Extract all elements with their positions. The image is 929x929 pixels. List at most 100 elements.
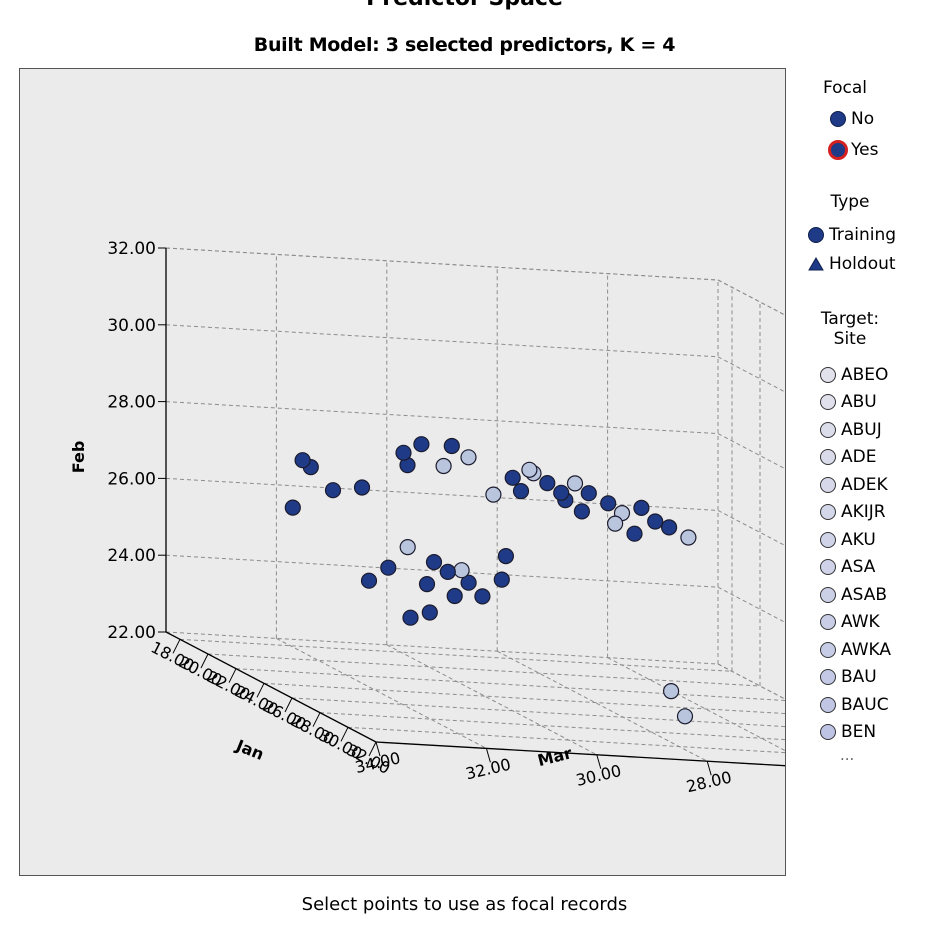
data-point[interactable] — [324, 482, 342, 499]
y-tick-label: 26.00 — [107, 469, 156, 489]
data-point[interactable] — [460, 574, 477, 591]
legend-more: ... — [840, 746, 855, 764]
legend-label: ABEO — [841, 364, 889, 385]
data-point[interactable] — [439, 563, 456, 580]
data-point[interactable] — [453, 562, 470, 579]
legend-item-target[interactable]: AKU — [817, 526, 929, 554]
data-point[interactable] — [353, 479, 371, 496]
x-tick — [256, 683, 265, 698]
y-tick-label: 32.00 — [107, 239, 156, 259]
legend-item-target[interactable]: ASA — [817, 554, 929, 582]
legend-target-title: Target: Site — [800, 309, 900, 349]
x-tick — [200, 653, 209, 669]
circle-icon — [817, 446, 839, 468]
grid-line — [165, 631, 719, 665]
grid-line — [347, 726, 785, 754]
data-point[interactable] — [485, 486, 502, 503]
data-point[interactable] — [660, 519, 678, 536]
x-tick — [340, 727, 349, 742]
legend-target-title-line1: Target: — [820, 309, 880, 329]
legend-label: BAUC — [841, 694, 889, 715]
data-point[interactable] — [446, 587, 463, 605]
legend-item-target[interactable]: ADEK — [817, 471, 929, 499]
circle-icon — [817, 666, 839, 688]
data-point[interactable] — [435, 457, 452, 475]
legend-target-list: ABEO ABU ABUJ ADE ADEK AKIJR AKU ASA ASAB AWK AWKA… — [817, 361, 929, 746]
grid-line — [165, 477, 719, 511]
data-point[interactable] — [425, 554, 443, 571]
data-point[interactable] — [647, 513, 664, 530]
x-tick — [368, 741, 377, 757]
data-point[interactable] — [633, 499, 650, 516]
data-point[interactable] — [566, 475, 584, 492]
data-point[interactable] — [662, 682, 680, 700]
x-tick — [312, 712, 321, 727]
data-point[interactable] — [493, 571, 510, 588]
legend-item-target[interactable]: BEN — [817, 719, 929, 747]
data-points[interactable] — [284, 436, 697, 725]
data-point[interactable] — [553, 484, 570, 501]
data-point[interactable] — [294, 452, 311, 469]
x-tick — [228, 668, 237, 683]
data-point[interactable] — [380, 559, 397, 576]
legend-label: BEN — [841, 722, 877, 743]
data-point[interactable] — [521, 461, 538, 478]
data-point[interactable] — [606, 515, 624, 532]
data-point[interactable] — [504, 469, 521, 486]
data-point[interactable] — [600, 495, 617, 512]
legend-item-target[interactable]: BAU — [817, 664, 929, 692]
legend-item-target[interactable]: ASAB — [817, 581, 929, 609]
grid-line — [207, 653, 761, 687]
scatter-3d-plot[interactable]: 22.0024.0026.0028.0030.0032.0018.0020.00… — [20, 69, 785, 875]
data-point[interactable] — [626, 525, 643, 542]
data-point[interactable] — [460, 449, 477, 466]
grid-line — [319, 712, 785, 741]
data-point[interactable] — [421, 604, 438, 621]
plot-area[interactable]: 22.00 24.00 26.00 28.00 30.00 32.00 18.00 20.00… — [19, 68, 786, 876]
data-point[interactable] — [680, 529, 697, 546]
data-point[interactable] — [284, 499, 301, 516]
legend-item-focal-no[interactable]: No — [827, 108, 929, 130]
data-point[interactable] — [573, 503, 591, 520]
legend-item-target[interactable]: BAUC — [817, 691, 929, 719]
legend: Focal No Yes Type Training Holdout Targe… — [795, 78, 929, 764]
data-point[interactable] — [399, 539, 416, 556]
data-point[interactable] — [402, 609, 419, 626]
data-point[interactable] — [360, 572, 378, 589]
legend-item-target[interactable]: ABU — [817, 389, 929, 417]
data-point[interactable] — [443, 437, 460, 455]
grid-line — [165, 247, 719, 281]
circle-icon — [805, 224, 827, 246]
z-tick — [485, 748, 491, 763]
dark-circle-icon — [827, 108, 849, 130]
legend-item-target[interactable]: AWKA — [817, 636, 929, 664]
data-point[interactable] — [539, 475, 556, 492]
legend-label: AWK — [841, 612, 880, 633]
data-point[interactable] — [497, 548, 514, 565]
circle-icon — [817, 364, 839, 386]
legend-label: Holdout — [829, 254, 896, 274]
footer-hint: Select points to use as focal records — [301, 894, 628, 915]
legend-label: Yes — [851, 140, 879, 160]
legend-label: ASA — [841, 557, 876, 578]
legend-item-target[interactable]: ABEO — [817, 361, 929, 389]
data-point[interactable] — [413, 436, 430, 453]
legend-item-focal-yes[interactable]: Yes — [827, 139, 929, 161]
data-point[interactable] — [474, 588, 491, 605]
legend-item-target[interactable]: ADE — [817, 444, 929, 472]
data-point[interactable] — [580, 485, 597, 502]
legend-item-holdout[interactable]: Holdout — [805, 253, 929, 275]
grid-line — [263, 682, 785, 715]
data-point[interactable] — [512, 483, 530, 500]
legend-label: No — [851, 109, 875, 129]
legend-item-target[interactable]: AKIJR — [817, 499, 929, 527]
circle-icon — [817, 584, 839, 606]
data-point[interactable] — [418, 575, 436, 593]
legend-item-target[interactable]: AWK — [817, 609, 929, 637]
legend-item-target[interactable]: ABUJ — [817, 416, 929, 444]
legend-label: ASAB — [841, 584, 888, 605]
data-point[interactable] — [676, 708, 694, 725]
data-point[interactable] — [395, 444, 412, 461]
legend-label: ABUJ — [841, 419, 882, 440]
legend-item-training[interactable]: Training — [805, 224, 929, 246]
